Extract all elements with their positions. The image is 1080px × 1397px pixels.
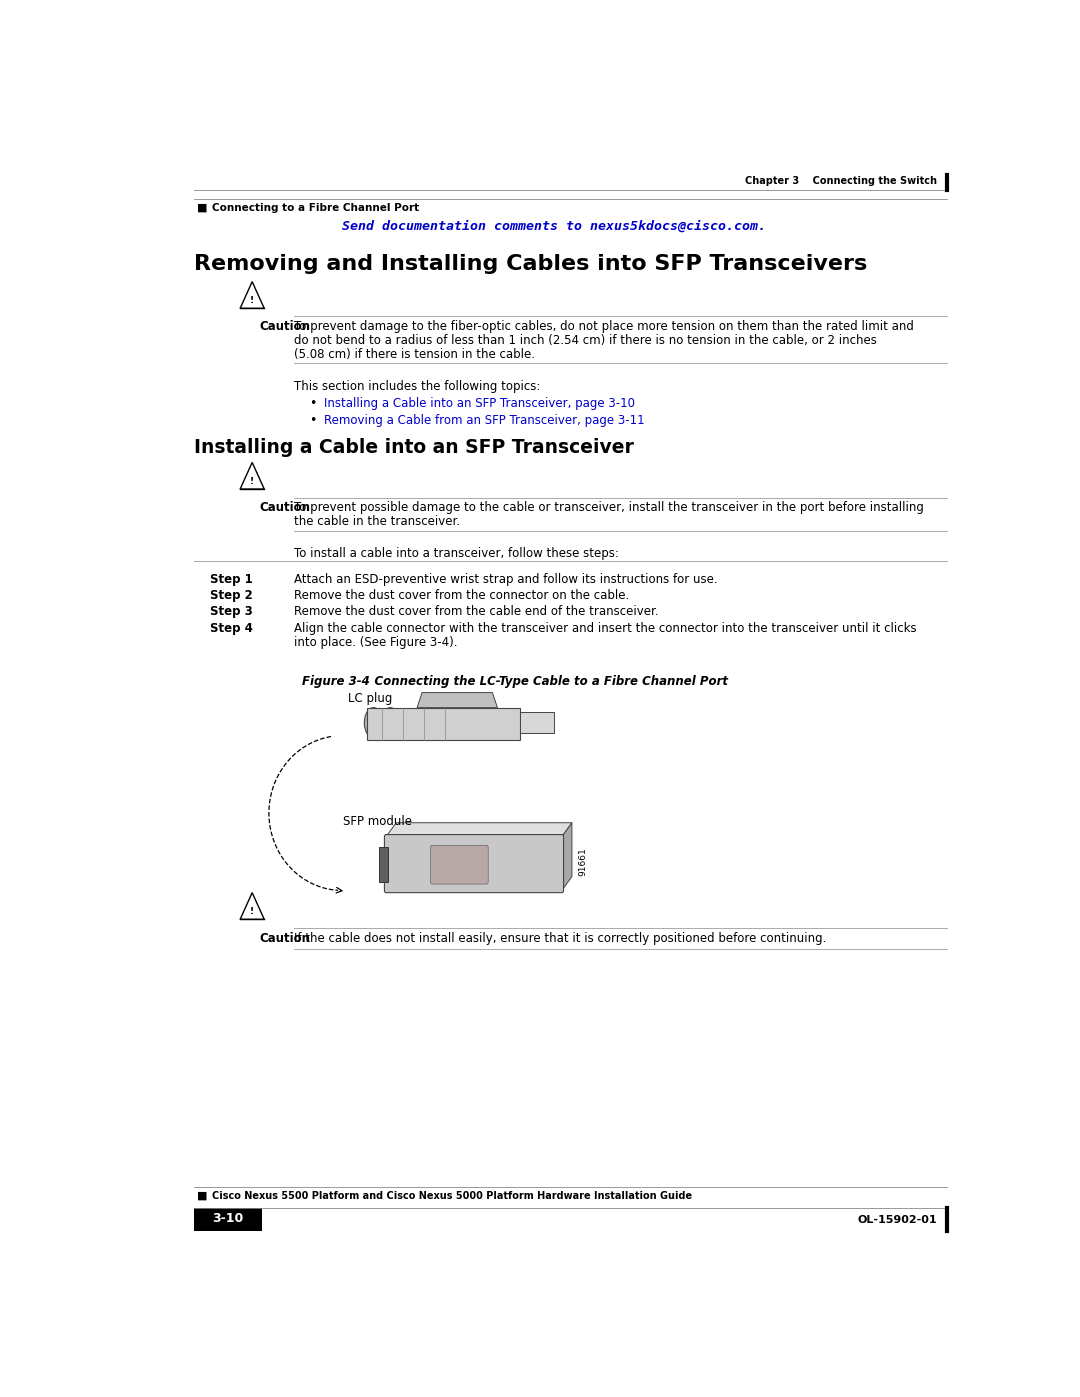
Ellipse shape — [381, 708, 400, 738]
Text: 91661: 91661 — [578, 847, 588, 876]
Text: To prevent possible damage to the cable or transceiver, install the transceiver : To prevent possible damage to the cable … — [294, 502, 923, 514]
Text: •: • — [309, 397, 316, 409]
Text: Step 2: Step 2 — [211, 590, 253, 602]
Text: into place. (See Figure 3-4).: into place. (See Figure 3-4). — [294, 636, 458, 648]
Text: !: ! — [251, 476, 254, 486]
Text: This section includes the following topics:: This section includes the following topi… — [294, 380, 540, 393]
Text: Connecting the LC-Type Cable to a Fibre Channel Port: Connecting the LC-Type Cable to a Fibre … — [357, 675, 728, 689]
Text: If the cable does not install easily, ensure that it is correctly positioned bef: If the cable does not install easily, en… — [294, 932, 826, 946]
Text: Chapter 3    Connecting the Switch: Chapter 3 Connecting the Switch — [745, 176, 936, 186]
Text: Remove the dust cover from the cable end of the transceiver.: Remove the dust cover from the cable end… — [294, 605, 659, 619]
Text: Send documentation comments to nexus5kdocs@cisco.com.: Send documentation comments to nexus5kdo… — [341, 219, 766, 232]
Text: SFP module: SFP module — [342, 816, 411, 828]
Text: To install a cable into a transceiver, follow these steps:: To install a cable into a transceiver, f… — [294, 548, 619, 560]
Polygon shape — [367, 708, 521, 740]
Text: the cable in the transceiver.: the cable in the transceiver. — [294, 515, 460, 528]
Text: Cisco Nexus 5500 Platform and Cisco Nexus 5000 Platform Hardware Installation Gu: Cisco Nexus 5500 Platform and Cisco Nexu… — [212, 1190, 692, 1200]
Text: (5.08 cm) if there is tension in the cable.: (5.08 cm) if there is tension in the cab… — [294, 348, 535, 362]
Text: OL-15902-01: OL-15902-01 — [858, 1214, 936, 1225]
Text: !: ! — [251, 907, 254, 916]
Text: Step 4: Step 4 — [211, 622, 253, 634]
Text: Caution: Caution — [259, 502, 310, 514]
Polygon shape — [417, 693, 498, 708]
FancyBboxPatch shape — [384, 834, 564, 893]
Text: Align the cable connector with the transceiver and insert the connector into the: Align the cable connector with the trans… — [294, 622, 917, 634]
Text: To prevent damage to the fiber-optic cables, do not place more tension on them t: To prevent damage to the fiber-optic cab… — [294, 320, 914, 334]
Text: Step 1: Step 1 — [211, 573, 253, 587]
FancyBboxPatch shape — [193, 1208, 262, 1232]
Ellipse shape — [364, 708, 382, 738]
Text: Caution: Caution — [259, 932, 310, 946]
Text: •: • — [309, 414, 316, 427]
Text: Step 3: Step 3 — [211, 605, 253, 619]
Polygon shape — [379, 848, 388, 882]
Text: Removing a Cable from an SFP Transceiver, page 3-11: Removing a Cable from an SFP Transceiver… — [324, 414, 645, 427]
Text: Installing a Cable into an SFP Transceiver, page 3-10: Installing a Cable into an SFP Transceiv… — [324, 397, 635, 409]
Text: Installing a Cable into an SFP Transceiver: Installing a Cable into an SFP Transceiv… — [193, 437, 634, 457]
Text: 3-10: 3-10 — [213, 1213, 243, 1225]
Text: ■: ■ — [197, 1190, 207, 1200]
Text: Remove the dust cover from the connector on the cable.: Remove the dust cover from the connector… — [294, 590, 630, 602]
Text: LC plug: LC plug — [349, 692, 393, 704]
Text: Connecting to a Fibre Channel Port: Connecting to a Fibre Channel Port — [212, 203, 419, 214]
Polygon shape — [387, 823, 572, 837]
Polygon shape — [521, 712, 554, 733]
FancyBboxPatch shape — [431, 845, 488, 884]
Polygon shape — [562, 823, 572, 890]
Text: do not bend to a radius of less than 1 inch (2.54 cm) if there is no tension in : do not bend to a radius of less than 1 i… — [294, 334, 877, 348]
Text: Removing and Installing Cables into SFP Transceivers: Removing and Installing Cables into SFP … — [193, 254, 867, 274]
Text: Caution: Caution — [259, 320, 310, 334]
Text: !: ! — [251, 296, 254, 305]
Text: ■: ■ — [197, 203, 207, 214]
Text: Figure 3-4: Figure 3-4 — [302, 675, 370, 689]
Text: Attach an ESD-preventive wrist strap and follow its instructions for use.: Attach an ESD-preventive wrist strap and… — [294, 573, 717, 587]
